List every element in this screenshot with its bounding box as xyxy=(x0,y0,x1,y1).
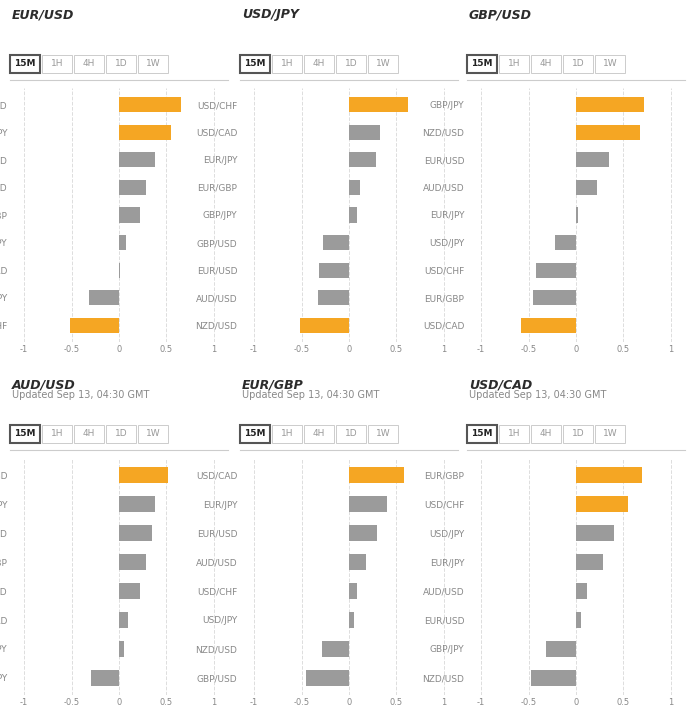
Text: USD/JPY: USD/JPY xyxy=(242,8,299,21)
Bar xyxy=(89,290,119,305)
Bar xyxy=(306,670,349,686)
Text: Updated Sep 13, 04:30 GMT: Updated Sep 13, 04:30 GMT xyxy=(12,390,149,400)
Bar xyxy=(318,290,349,305)
Text: 1H: 1H xyxy=(281,429,294,438)
Bar xyxy=(576,554,602,570)
Text: 1H: 1H xyxy=(508,429,520,438)
Text: 1D: 1D xyxy=(345,429,357,438)
Bar xyxy=(576,468,643,483)
Bar xyxy=(119,583,140,599)
Bar xyxy=(534,290,576,305)
Bar xyxy=(119,468,168,483)
Text: 1D: 1D xyxy=(572,59,584,68)
Text: 15M: 15M xyxy=(15,429,36,438)
Bar xyxy=(576,525,614,541)
Text: 1W: 1W xyxy=(602,59,617,68)
Bar xyxy=(119,612,128,628)
Bar xyxy=(536,262,576,278)
Bar xyxy=(576,125,641,140)
Text: 1D: 1D xyxy=(572,429,584,438)
Text: EUR/USD: EUR/USD xyxy=(12,8,74,21)
Bar xyxy=(576,496,628,512)
Bar xyxy=(530,670,576,686)
Text: 4H: 4H xyxy=(540,429,552,438)
Bar xyxy=(576,180,597,195)
Bar xyxy=(555,235,576,250)
Bar xyxy=(69,318,119,333)
Bar xyxy=(119,180,146,195)
Text: 1H: 1H xyxy=(281,59,294,68)
Text: 1D: 1D xyxy=(345,59,357,68)
Text: 4H: 4H xyxy=(540,59,552,68)
Text: Updated Sep 13, 04:30 GMT: Updated Sep 13, 04:30 GMT xyxy=(242,390,380,400)
Bar xyxy=(576,207,578,222)
Text: 1W: 1W xyxy=(146,59,160,68)
Bar xyxy=(576,612,581,628)
Text: 1W: 1W xyxy=(375,429,390,438)
Text: GBP/USD: GBP/USD xyxy=(469,8,532,21)
Text: 1H: 1H xyxy=(51,59,63,68)
Bar xyxy=(119,125,171,140)
Text: AUD/USD: AUD/USD xyxy=(12,378,76,391)
Bar xyxy=(521,318,576,333)
Text: 15M: 15M xyxy=(244,429,266,438)
Text: 15M: 15M xyxy=(15,59,36,68)
Bar xyxy=(545,641,576,657)
Bar xyxy=(300,318,349,333)
Bar xyxy=(576,152,609,168)
Bar xyxy=(349,207,357,222)
Bar xyxy=(90,670,119,686)
Text: 1W: 1W xyxy=(602,429,617,438)
Bar xyxy=(119,554,146,570)
Bar xyxy=(119,97,180,112)
Bar xyxy=(349,180,360,195)
Bar xyxy=(349,468,404,483)
Bar xyxy=(323,235,349,250)
Bar xyxy=(119,641,124,657)
Bar xyxy=(119,152,155,168)
Bar xyxy=(349,152,375,168)
Bar xyxy=(319,262,349,278)
Bar xyxy=(349,496,387,512)
Bar xyxy=(119,235,126,250)
Text: 1D: 1D xyxy=(115,59,127,68)
Bar xyxy=(349,612,354,628)
Text: 15M: 15M xyxy=(244,59,266,68)
Text: 15M: 15M xyxy=(471,429,493,438)
Text: USD/CAD: USD/CAD xyxy=(469,378,532,391)
Text: 1W: 1W xyxy=(146,429,160,438)
Bar xyxy=(576,97,644,112)
Text: 4H: 4H xyxy=(313,59,325,68)
Bar xyxy=(119,496,155,512)
Text: Updated Sep 13, 04:30 GMT: Updated Sep 13, 04:30 GMT xyxy=(469,390,607,400)
Text: 1D: 1D xyxy=(115,429,127,438)
Bar xyxy=(119,262,120,278)
Bar xyxy=(349,525,378,541)
Text: 4H: 4H xyxy=(313,429,325,438)
Text: 15M: 15M xyxy=(471,59,493,68)
Text: 1W: 1W xyxy=(375,59,390,68)
Text: 4H: 4H xyxy=(83,429,95,438)
Text: EUR/GBP: EUR/GBP xyxy=(242,378,304,391)
Text: 1H: 1H xyxy=(508,59,520,68)
Bar xyxy=(119,525,152,541)
Bar xyxy=(349,125,380,140)
Text: 4H: 4H xyxy=(83,59,95,68)
Bar xyxy=(349,583,357,599)
Bar xyxy=(349,554,366,570)
Text: 1H: 1H xyxy=(51,429,63,438)
Bar xyxy=(349,97,408,112)
Bar xyxy=(119,207,140,222)
Bar xyxy=(576,583,587,599)
Bar xyxy=(323,641,349,657)
